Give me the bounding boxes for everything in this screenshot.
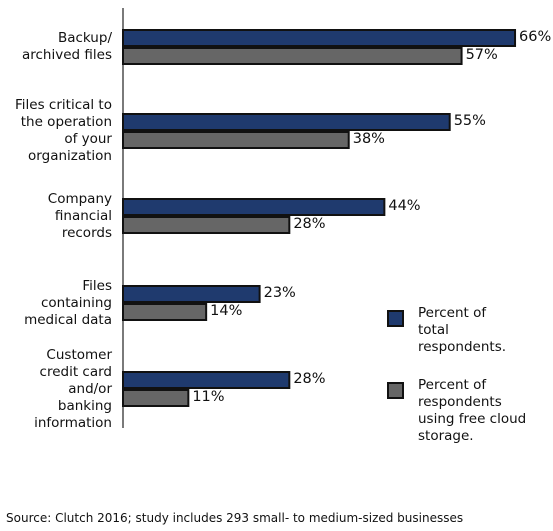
value-label: 28% [293, 216, 326, 232]
bar [122, 389, 190, 407]
value-label: 38% [352, 131, 385, 147]
value-label: 44% [388, 198, 421, 214]
category-label: Customer credit card and/or banking info… [34, 346, 112, 431]
bar [122, 113, 451, 131]
category-label: Files critical to the operation of your … [15, 97, 112, 164]
legend-swatch [387, 310, 404, 327]
value-label: 28% [293, 371, 326, 387]
legend-swatch [387, 382, 404, 399]
legend-label: Percent of total respondents. [418, 305, 507, 355]
legend-label: Percent of respondents using free cloud … [418, 377, 527, 444]
category-label: Backup/ archived files [21, 30, 112, 63]
value-label: 55% [453, 113, 486, 129]
bar [122, 198, 386, 216]
value-label: 57% [465, 47, 498, 63]
value-label: 23% [263, 285, 296, 301]
category-label: Files containing medical data [24, 277, 112, 328]
bar [122, 131, 350, 149]
bar [122, 29, 517, 47]
bar [122, 371, 291, 389]
category-label: Company financial records [47, 190, 112, 241]
value-label: 66% [519, 29, 552, 45]
bar [122, 216, 291, 234]
bar [122, 47, 463, 65]
source-note: Source: Clutch 2016; study includes 293 … [6, 511, 464, 525]
bar [122, 285, 261, 303]
bar [122, 303, 208, 321]
value-label: 11% [192, 389, 225, 405]
value-label: 14% [210, 303, 243, 319]
